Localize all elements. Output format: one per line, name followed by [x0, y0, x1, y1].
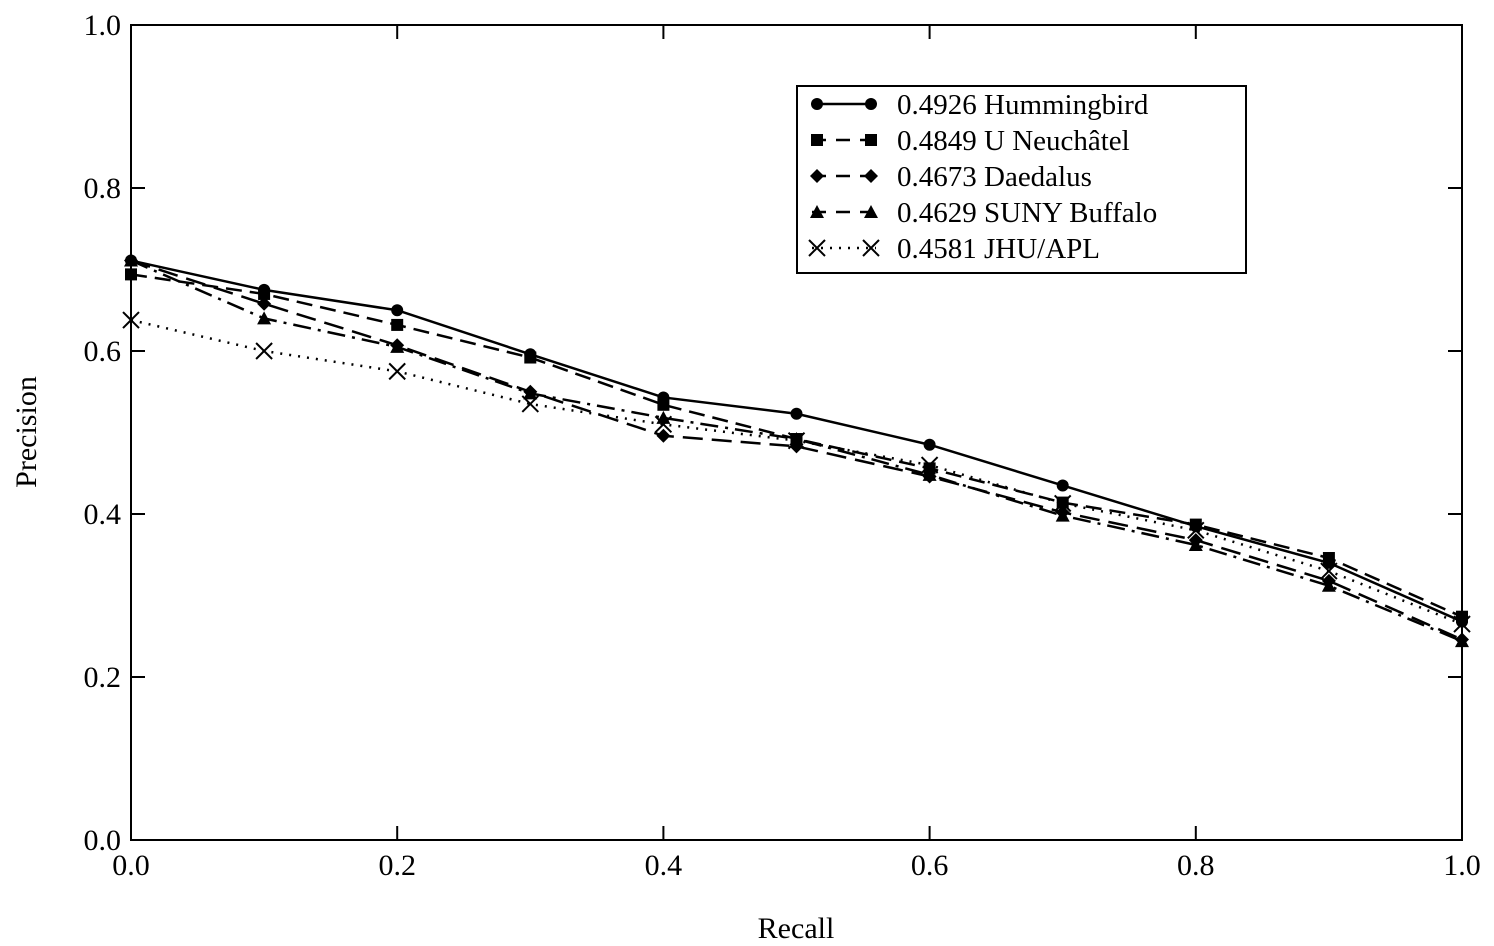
x-tick-label: 0.6 — [911, 849, 949, 882]
plot-frame — [130, 24, 1463, 841]
data-point — [920, 456, 939, 474]
data-point — [1056, 479, 1069, 492]
data-point — [1055, 508, 1070, 522]
data-point — [790, 407, 803, 420]
legend-label: 0.4629 SUNY Buffalo — [897, 197, 1157, 229]
y-tick-label: 0.6 — [84, 335, 122, 368]
x-tick-label: 0.8 — [1177, 849, 1215, 882]
data-point — [391, 318, 404, 331]
legend-label: 0.4673 Daedalus — [897, 161, 1092, 193]
data-point — [390, 339, 405, 353]
legend-entry: 0.4849 U Neuchâtel — [811, 125, 1130, 157]
series-triangle — [124, 253, 1469, 648]
legend-marker — [808, 239, 826, 257]
series-cross — [122, 311, 1471, 633]
y-axis-title: Precision — [10, 376, 43, 488]
data-point — [1320, 562, 1338, 580]
x-tick-label: 0.0 — [112, 849, 150, 882]
x-tick-label: 0.2 — [378, 849, 416, 882]
cross-stroke — [521, 395, 540, 413]
legend: 0.4926 Hummingbird 0.4849 U Neuchâtel 0.46… — [796, 85, 1247, 274]
data-point — [922, 467, 937, 481]
x-axis-title: Recall — [758, 912, 835, 945]
series-layer — [122, 253, 1471, 648]
data-point — [524, 351, 537, 364]
data-point — [1188, 537, 1203, 551]
data-point — [1322, 552, 1335, 565]
legend-entry: 0.4926 Hummingbird — [811, 89, 1149, 121]
data-point — [1189, 518, 1202, 531]
legend-label: 0.4849 U Neuchâtel — [897, 125, 1130, 157]
legend-marker — [810, 169, 824, 183]
legend-marker — [865, 134, 877, 146]
cross-stroke — [1187, 521, 1205, 540]
y-tick-label: 0.8 — [84, 172, 122, 205]
data-point — [657, 398, 670, 411]
data-point — [1321, 578, 1336, 592]
cross-stroke — [1320, 562, 1338, 580]
data-point — [258, 287, 271, 300]
tick-labels: 0.0 0.2 0.4 0.6 0.8 1.0 0.0 0.2 0.4 0.6 0.8 1.0 — [84, 9, 1481, 882]
legend-label: 0.4926 Hummingbird — [897, 89, 1149, 121]
legend-marker — [865, 98, 877, 110]
cross-stroke — [388, 362, 406, 381]
data-point — [523, 386, 538, 400]
series-diamond — [124, 253, 1469, 647]
data-point — [787, 431, 806, 450]
data-point — [521, 395, 540, 413]
legend-marker — [862, 239, 880, 257]
data-point — [1187, 521, 1205, 540]
data-point — [391, 304, 404, 317]
data-point — [255, 342, 273, 360]
data-point — [388, 362, 406, 381]
data-point — [1053, 494, 1072, 513]
x-tick-label: 0.4 — [645, 849, 683, 882]
data-point — [656, 428, 671, 443]
data-point — [923, 438, 936, 451]
legend-entry: 0.4673 Daedalus — [810, 161, 1092, 193]
legend-label: 0.4581 JHU/APL — [897, 233, 1100, 265]
legend-entry: 0.4629 SUNY Buffalo — [810, 197, 1157, 229]
cross-stroke — [862, 239, 880, 257]
legend-marker — [811, 98, 823, 110]
cross-stroke — [808, 239, 826, 257]
legend-marker — [864, 205, 878, 218]
y-tick-label: 0.0 — [84, 824, 122, 857]
series-line — [130, 259, 1463, 641]
x-tick-label: 1.0 — [1443, 849, 1481, 882]
legend-marker — [810, 205, 824, 218]
y-tick-label: 1.0 — [84, 9, 122, 42]
data-point — [257, 296, 272, 311]
cross-stroke — [1053, 494, 1072, 513]
legend-entry: 0.4581 JHU/APL — [808, 233, 1100, 265]
data-point — [257, 311, 272, 325]
cross-stroke — [654, 415, 673, 434]
y-tick-label: 0.4 — [84, 498, 122, 531]
series-line — [130, 318, 1463, 626]
cross-stroke — [920, 456, 939, 474]
legend-marker — [811, 134, 823, 146]
y-tick-label: 0.2 — [84, 661, 122, 694]
data-point — [789, 432, 804, 446]
data-point — [654, 415, 673, 434]
cross-stroke — [255, 342, 273, 360]
cross-stroke — [787, 431, 806, 450]
legend-marker — [864, 169, 878, 183]
